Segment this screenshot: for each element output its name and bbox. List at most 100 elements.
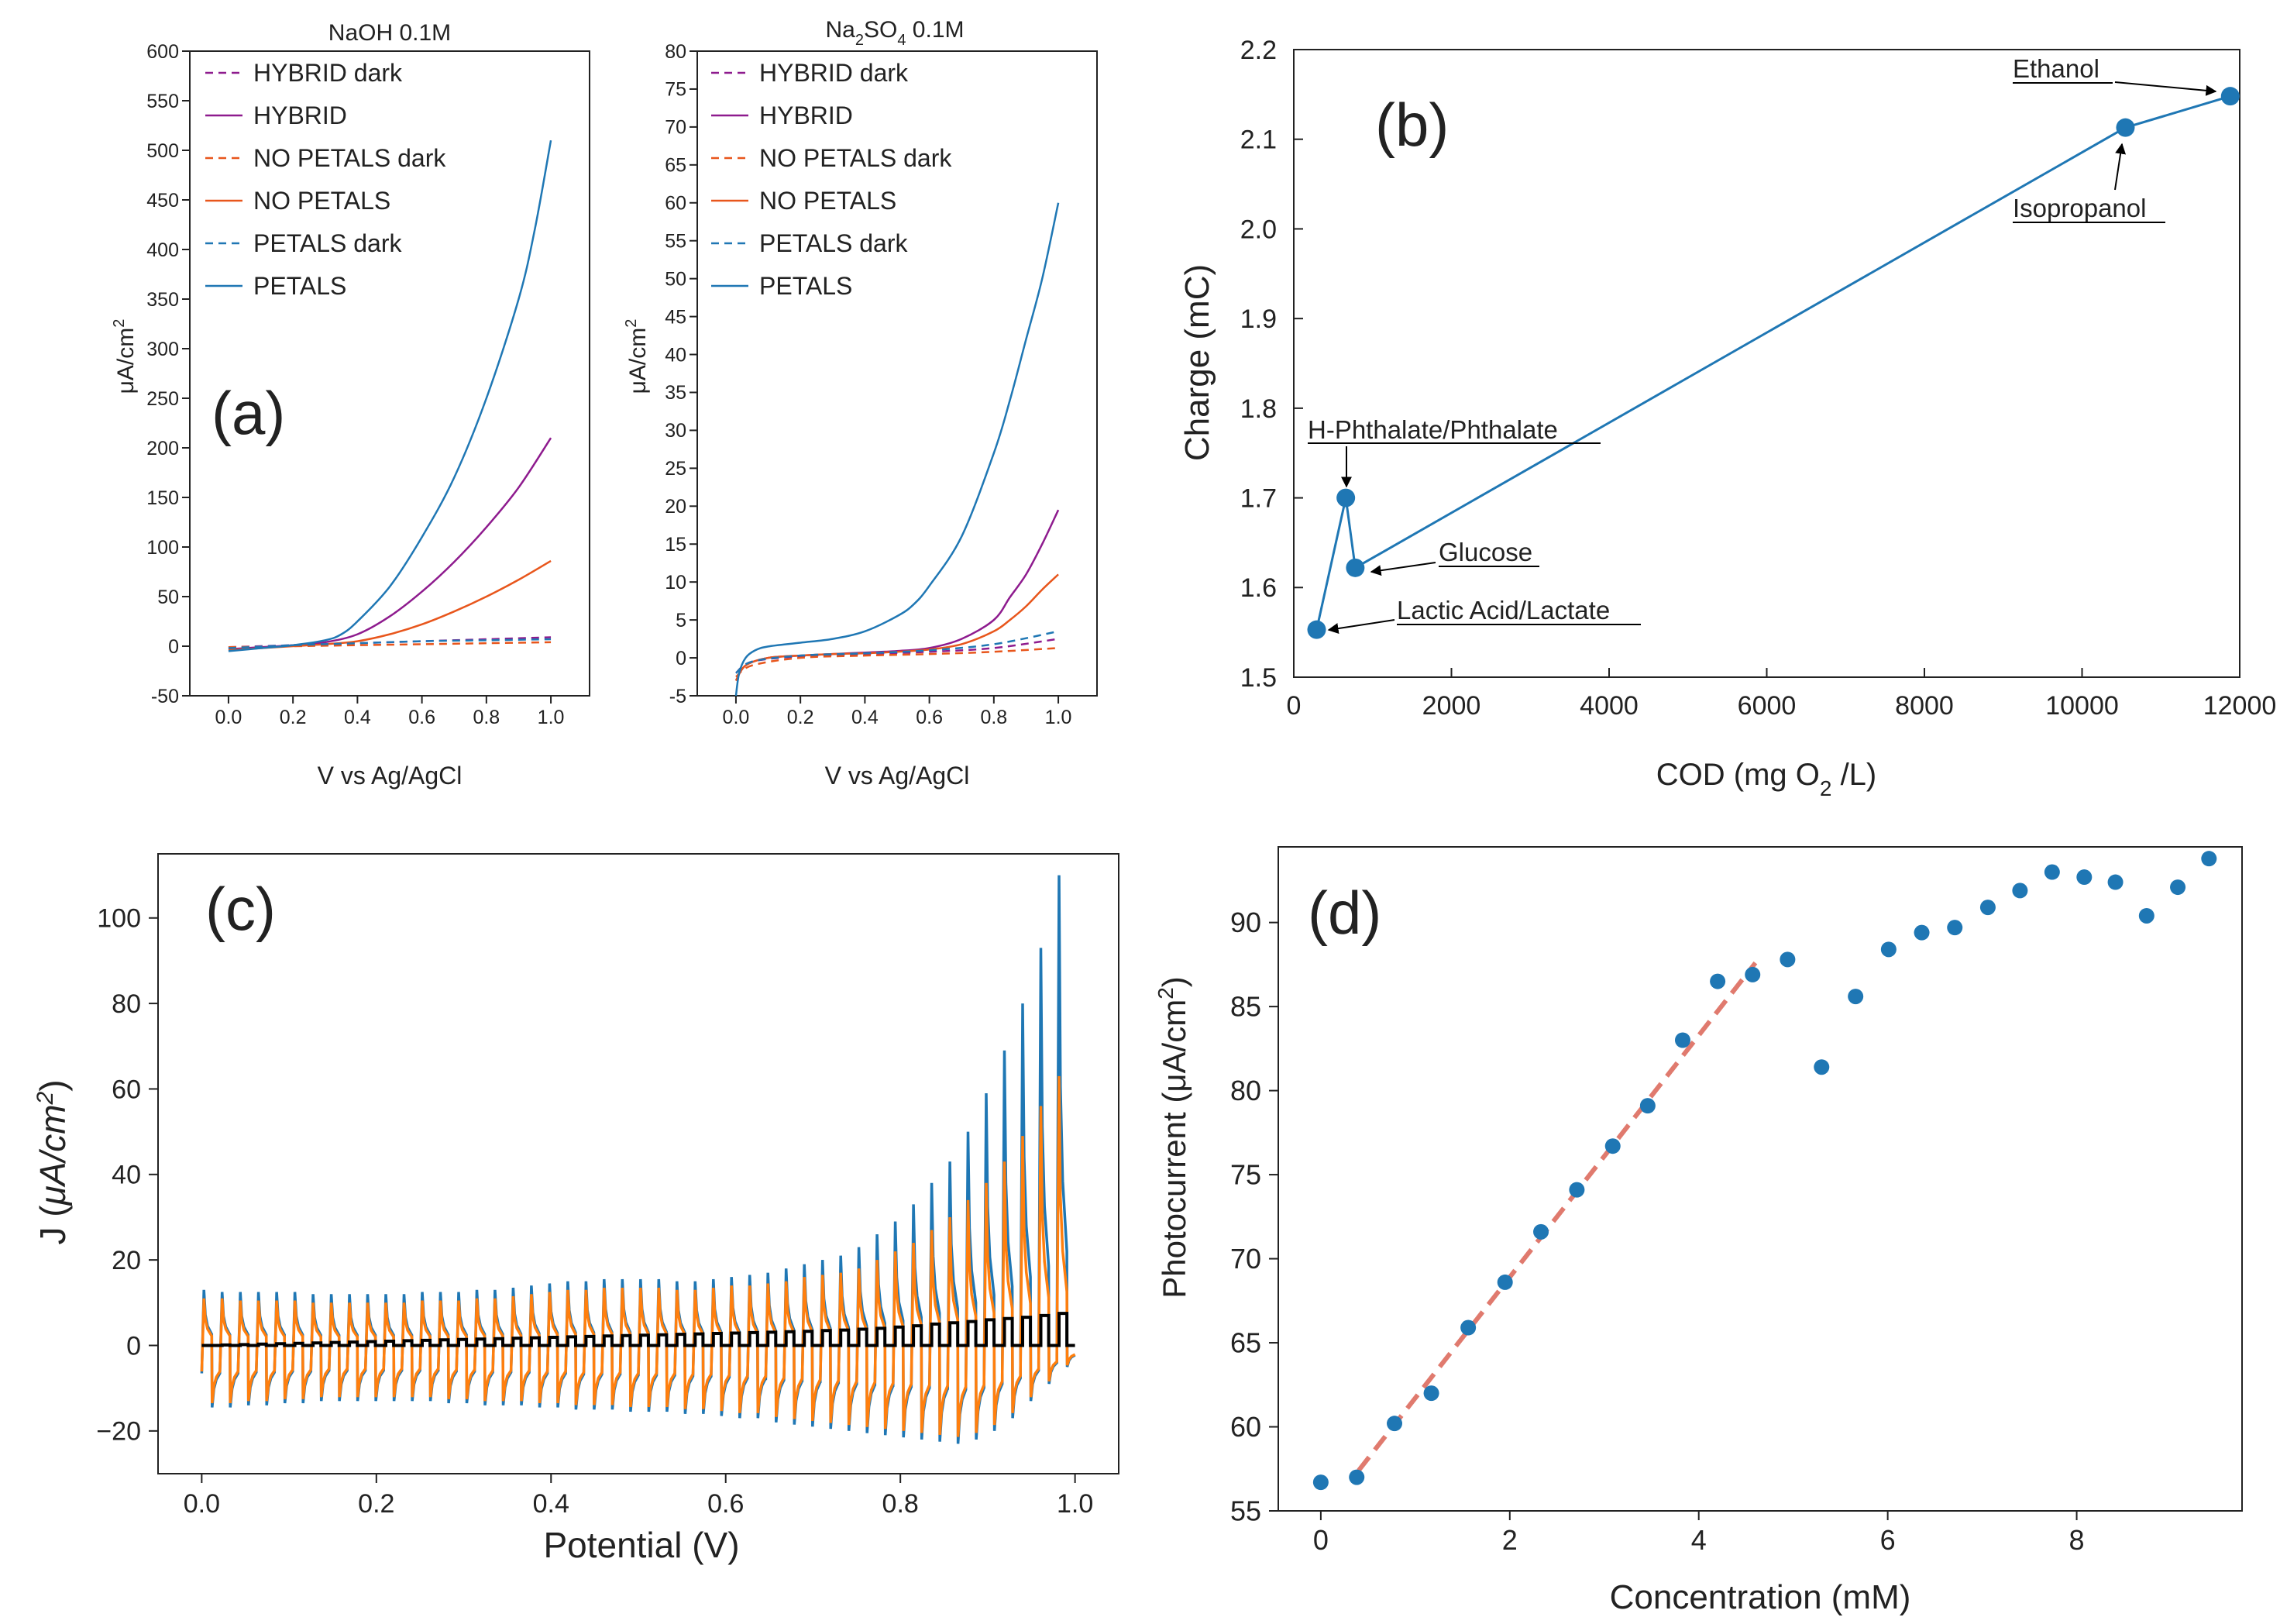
legend-label: HYBRID dark bbox=[253, 59, 403, 87]
x-tick-label: 0.8 bbox=[473, 707, 500, 728]
legend-label: PETALS bbox=[253, 272, 346, 300]
y-tick-label: 300 bbox=[146, 339, 179, 360]
x-axis-label: COD (mg O2 /L) bbox=[1656, 758, 1877, 800]
x-tick-label: 0 bbox=[1313, 1524, 1329, 1556]
x-tick-label: 1.0 bbox=[1057, 1489, 1093, 1519]
y-tick-label: 30 bbox=[665, 420, 686, 442]
x-axis-label: V vs Ag/AgCl bbox=[318, 762, 463, 790]
series-line-no-petals bbox=[734, 573, 1059, 682]
annotation-arrow bbox=[1327, 619, 1395, 635]
panel-c: 0.0 0.2 0.4 0.6 0.8 1.0 −20 0 20 40 60 80 100 (c) Po… bbox=[33, 853, 1119, 1565]
y-tick-label: 550 bbox=[146, 91, 179, 112]
x-tick-label: 0.8 bbox=[882, 1489, 919, 1519]
y-tick-label: 2.2 bbox=[1240, 36, 1277, 65]
y-axis-label: Photocurrent (μA/cm2) bbox=[1154, 976, 1192, 1299]
data-point bbox=[1639, 1098, 1656, 1114]
panel-title: Na2SO4 0.1M bbox=[826, 17, 965, 49]
y-tick-label: 1.8 bbox=[1240, 394, 1277, 424]
y-tick-label: 10 bbox=[665, 572, 686, 594]
data-point bbox=[1387, 1416, 1403, 1432]
data-point bbox=[2116, 118, 2135, 137]
legend-label: PETALS dark bbox=[759, 229, 908, 257]
y-tick-label: −20 bbox=[96, 1417, 141, 1447]
y-tick-label: 75 bbox=[665, 79, 686, 101]
data-point bbox=[1460, 1320, 1477, 1336]
x-tick-label: 1.0 bbox=[538, 707, 565, 728]
x-axis-label: Potential (V) bbox=[543, 1525, 739, 1565]
y-tick-label: 350 bbox=[146, 289, 179, 311]
data-point bbox=[1947, 920, 1963, 936]
data-point bbox=[2138, 907, 2154, 924]
data-point bbox=[2107, 874, 2124, 890]
y-tick-label: 50 bbox=[157, 587, 179, 608]
y-tick-label: 400 bbox=[146, 239, 179, 261]
y-tick-label: 20 bbox=[112, 1246, 141, 1275]
y-tick-label: 55 bbox=[665, 230, 686, 252]
y-tick-label: 0 bbox=[126, 1331, 141, 1361]
x-tick-label: 1.0 bbox=[1045, 707, 1072, 728]
y-tick-label: 0 bbox=[676, 648, 686, 669]
annotation-label: Glucose bbox=[1439, 538, 1532, 566]
y-tick-label: 25 bbox=[665, 458, 686, 480]
y-tick-label: 80 bbox=[112, 989, 141, 1019]
y-tick-label: 40 bbox=[665, 344, 686, 366]
panel-d: 0 2 4 6 8 55 60 65 70 75 80 85 90 (d) Concentration … bbox=[1154, 846, 2243, 1616]
y-tick-label: 600 bbox=[146, 41, 179, 63]
y-tick-label: 0 bbox=[168, 636, 179, 658]
data-point bbox=[1710, 973, 1726, 989]
annotation-arrow bbox=[2114, 81, 2217, 96]
y-tick-label: 60 bbox=[665, 193, 686, 215]
data-point bbox=[1914, 924, 1930, 941]
series-line-dark bbox=[201, 1312, 1075, 1347]
y-axis-label: μA/cm2 bbox=[111, 319, 139, 394]
data-point bbox=[1814, 1059, 1830, 1075]
y-tick-label: 200 bbox=[146, 438, 179, 459]
series-line-light-orange bbox=[200, 1075, 1076, 1437]
legend-label: NO PETALS bbox=[759, 187, 896, 215]
data-point bbox=[1674, 1032, 1690, 1048]
data-point bbox=[1880, 941, 1897, 958]
x-tick-label: 0.6 bbox=[408, 707, 435, 728]
y-tick-label: 2.1 bbox=[1240, 126, 1277, 155]
y-tick-label: 1.9 bbox=[1240, 304, 1277, 334]
data-point bbox=[1848, 989, 1864, 1005]
annotation-label: Ethanol bbox=[2013, 54, 2099, 83]
y-tick-label: 40 bbox=[112, 1161, 141, 1190]
y-tick-label: 60 bbox=[1230, 1411, 1261, 1443]
x-tick-label: 0.4 bbox=[851, 707, 879, 728]
plot-frame bbox=[157, 853, 1119, 1474]
y-tick-label: -5 bbox=[669, 686, 686, 707]
annotation-arrow bbox=[1370, 562, 1436, 576]
y-tick-label: 50 bbox=[665, 268, 686, 290]
y-axis-label: μA/cm2 bbox=[623, 319, 651, 394]
x-tick-label: 0.0 bbox=[215, 707, 242, 728]
y-tick-label: 90 bbox=[1230, 907, 1261, 938]
annotation-label: Lactic Acid/Lactate bbox=[1397, 596, 1610, 624]
data-point bbox=[1349, 1469, 1365, 1485]
data-point bbox=[1780, 951, 1796, 968]
x-tick-label: 4000 bbox=[1580, 691, 1639, 721]
x-tick-label: 6 bbox=[1880, 1524, 1896, 1556]
series-line-petals bbox=[734, 202, 1060, 697]
plot-frame bbox=[696, 50, 1098, 697]
plot-frame bbox=[1278, 846, 2243, 1512]
data-point bbox=[2170, 879, 2186, 896]
x-tick-label: 0 bbox=[1287, 691, 1302, 721]
x-axis-label: V vs Ag/AgCl bbox=[825, 762, 970, 790]
y-tick-label: 500 bbox=[146, 140, 179, 162]
legend-label: HYBRID bbox=[253, 102, 347, 129]
x-tick-label: 2000 bbox=[1422, 691, 1481, 721]
data-point bbox=[2012, 883, 2028, 899]
y-tick-label: 85 bbox=[1230, 991, 1261, 1023]
data-point bbox=[1569, 1182, 1585, 1198]
data-point bbox=[1979, 900, 1996, 916]
y-axis-label: Charge (mC) bbox=[1178, 264, 1216, 461]
y-tick-label: 1.7 bbox=[1240, 483, 1277, 513]
y-tick-label: 70 bbox=[1230, 1243, 1261, 1275]
y-tick-label: 100 bbox=[97, 904, 141, 934]
x-tick-label: 0.6 bbox=[916, 707, 943, 728]
series-line-hybrid bbox=[228, 437, 552, 651]
y-tick-label: 15 bbox=[665, 534, 686, 556]
legend-label: NO PETALS bbox=[253, 187, 390, 215]
y-tick-label: 100 bbox=[146, 537, 179, 559]
